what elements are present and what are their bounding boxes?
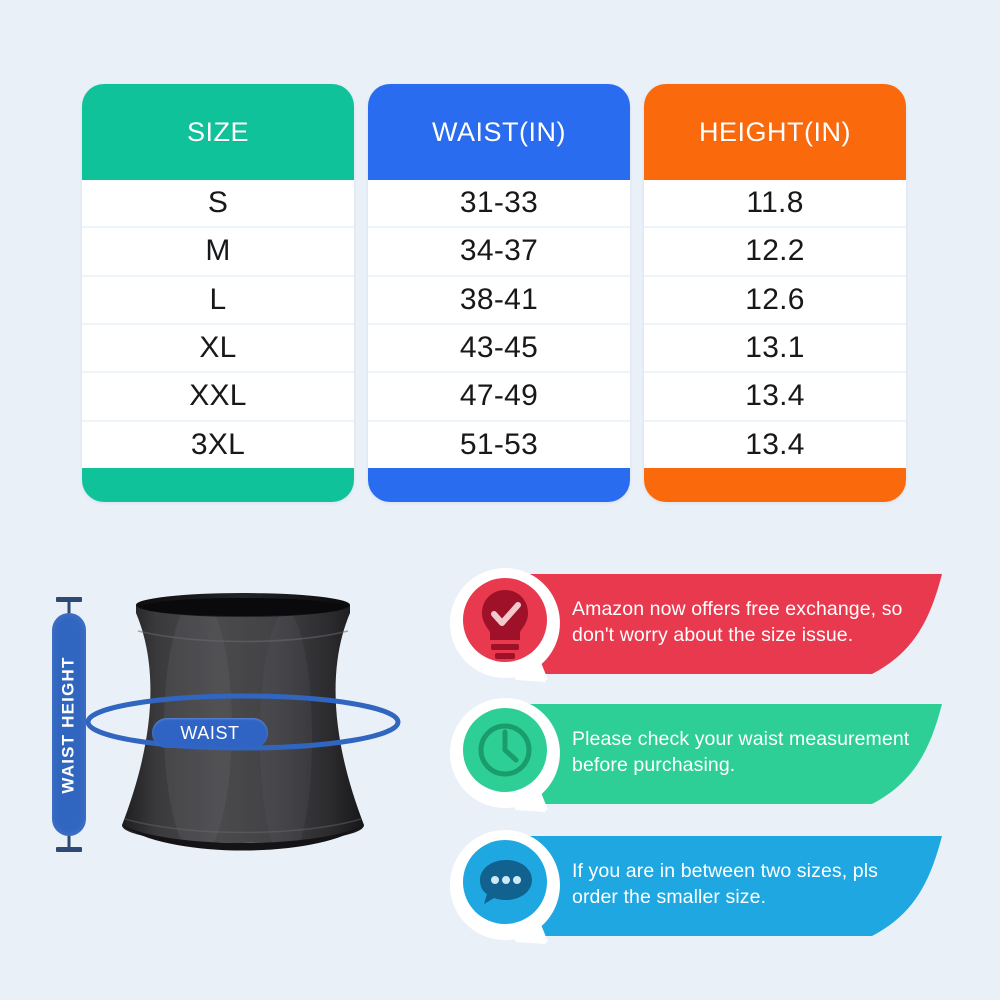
lightbulb-check-icon bbox=[449, 568, 560, 682]
table-cell-height: 13.1 bbox=[644, 324, 906, 374]
table-cell-waist: 38-41 bbox=[368, 276, 630, 325]
table-cell-waist: 31-33 bbox=[368, 180, 630, 229]
product-figure: WAIST HEIGHT bbox=[22, 575, 422, 945]
waist-badge: WAIST bbox=[152, 718, 268, 748]
table-cell-size: XL bbox=[82, 324, 354, 374]
callout-text: Please check your waist measurement befo… bbox=[572, 728, 910, 776]
callout-text: Amazon now offers free exchange, so don'… bbox=[572, 598, 903, 646]
ribbon-shape bbox=[490, 574, 942, 674]
ribbon-shape bbox=[490, 836, 942, 936]
table-cell-size: L bbox=[82, 276, 354, 325]
ruler-cap-top bbox=[56, 597, 82, 602]
waist-badge-label: WAIST bbox=[180, 722, 240, 743]
table-cell-height: 11.8 bbox=[644, 180, 906, 229]
column-header-height: HEIGHT(IN) bbox=[644, 84, 906, 180]
callout-free-exchange: Amazon now offers free exchange, so don'… bbox=[442, 562, 970, 684]
size-chart-table: SIZE S M L XL XXL 3XL WAIST(IN) 31-33 34… bbox=[82, 84, 918, 502]
column-footer-waist bbox=[368, 468, 630, 502]
table-column-size: SIZE S M L XL XXL 3XL bbox=[82, 84, 354, 502]
waist-height-pill: WAIST HEIGHT bbox=[52, 613, 86, 836]
table-cell-waist: 43-45 bbox=[368, 324, 630, 374]
callout-size-advice: If you are in between two sizes, pls ord… bbox=[442, 824, 970, 946]
table-cell-size: 3XL bbox=[82, 421, 354, 468]
table-column-height: HEIGHT(IN) 11.8 12.2 12.6 13.1 13.4 13.4 bbox=[644, 84, 906, 502]
ribbon-shape bbox=[490, 704, 942, 804]
column-header-waist: WAIST(IN) bbox=[368, 84, 630, 180]
clock-icon bbox=[449, 698, 560, 812]
table-cell-size: M bbox=[82, 228, 354, 277]
ruler-cap-bottom bbox=[56, 847, 82, 852]
table-cell-height: 12.6 bbox=[644, 276, 906, 325]
table-cell-height: 13.4 bbox=[644, 421, 906, 468]
table-column-waist: WAIST(IN) 31-33 34-37 38-41 43-45 47-49 … bbox=[368, 84, 630, 502]
waist-height-ruler: WAIST HEIGHT bbox=[48, 597, 90, 852]
column-body-size: S M L XL XXL 3XL bbox=[82, 180, 354, 468]
table-cell-height: 12.2 bbox=[644, 228, 906, 277]
column-footer-size bbox=[82, 468, 354, 502]
waist-height-label: WAIST HEIGHT bbox=[59, 655, 78, 794]
table-cell-size: XXL bbox=[82, 373, 354, 422]
table-cell-waist: 47-49 bbox=[368, 373, 630, 422]
callout-check-measurement: Please check your waist measurement befo… bbox=[442, 692, 970, 814]
column-header-size: SIZE bbox=[82, 84, 354, 180]
table-cell-height: 13.4 bbox=[644, 373, 906, 422]
table-cell-waist: 51-53 bbox=[368, 421, 630, 468]
column-body-waist: 31-33 34-37 38-41 43-45 47-49 51-53 bbox=[368, 180, 630, 468]
callout-text: If you are in between two sizes, pls ord… bbox=[572, 860, 879, 908]
column-footer-height bbox=[644, 468, 906, 502]
table-cell-waist: 34-37 bbox=[368, 228, 630, 277]
column-body-height: 11.8 12.2 12.6 13.1 13.4 13.4 bbox=[644, 180, 906, 468]
chat-bubble-icon bbox=[449, 830, 560, 944]
table-cell-size: S bbox=[82, 180, 354, 229]
